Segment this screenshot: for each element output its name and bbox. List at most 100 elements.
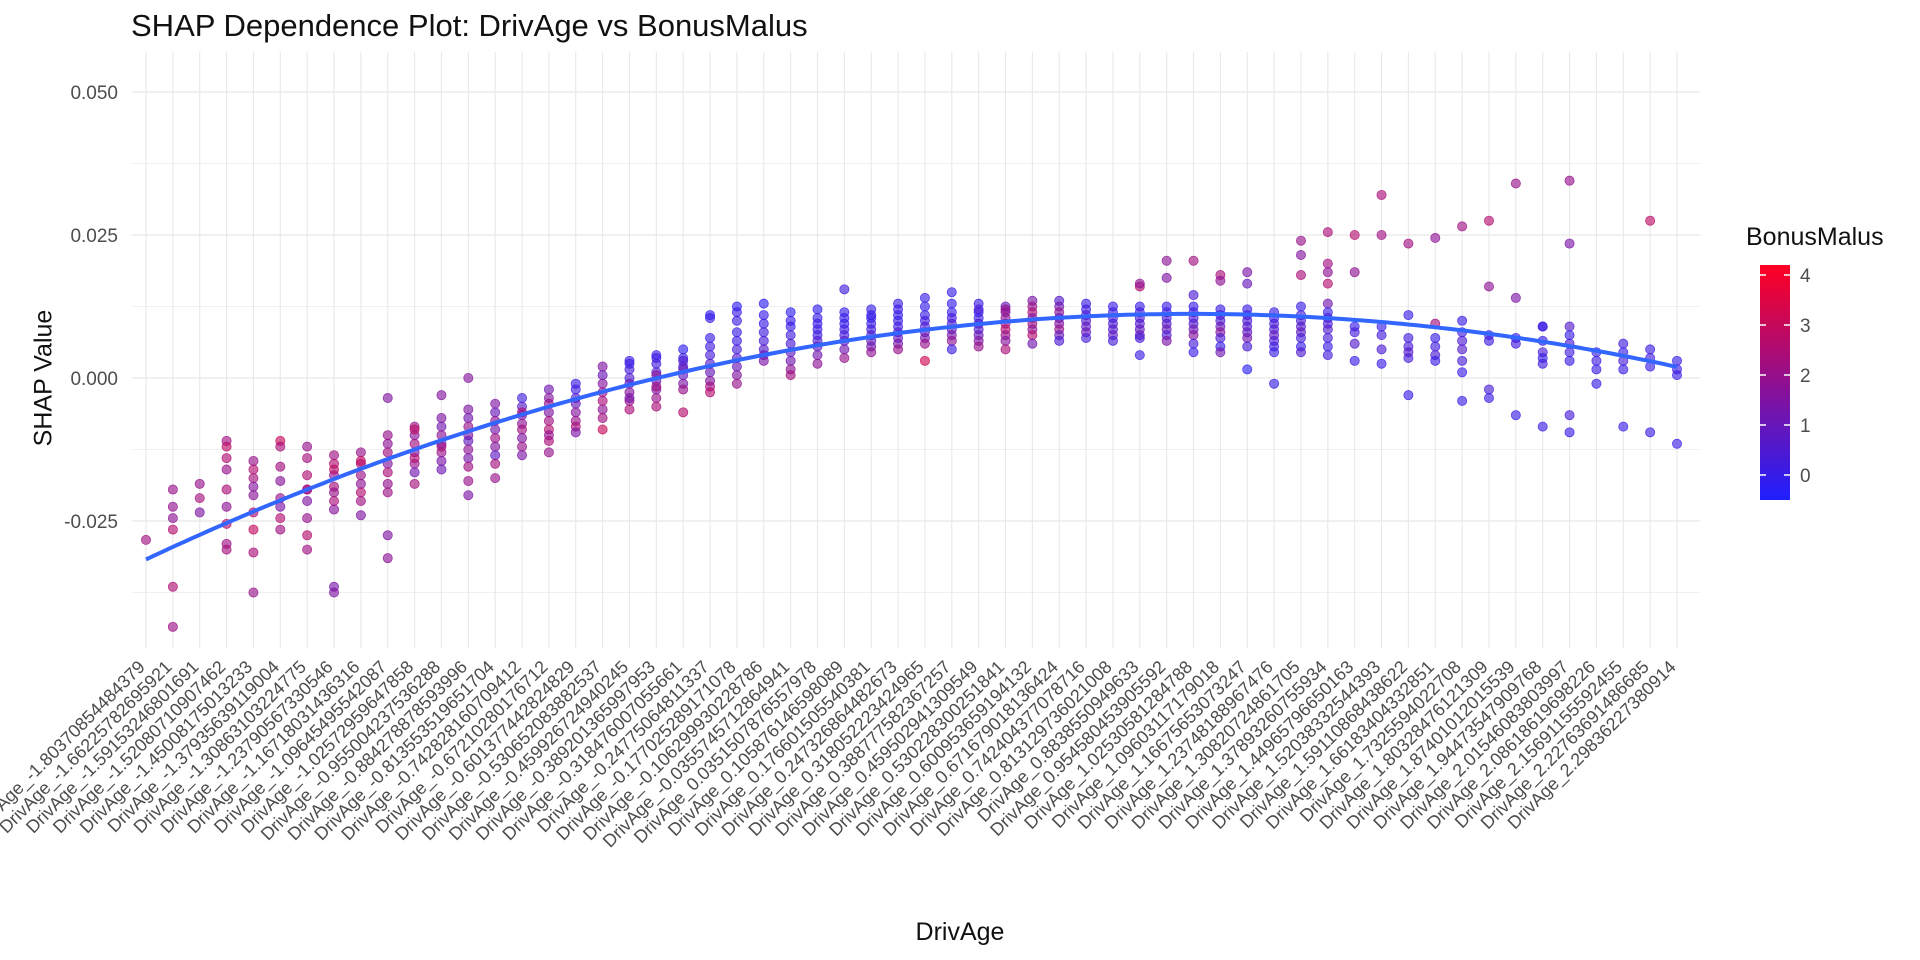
data-point bbox=[812, 350, 823, 361]
data-point bbox=[1403, 332, 1414, 343]
data-point bbox=[919, 355, 930, 366]
data-point bbox=[893, 304, 904, 315]
data-point bbox=[490, 450, 501, 461]
data-point bbox=[1537, 321, 1548, 332]
data-point bbox=[329, 450, 340, 461]
data-point bbox=[1349, 338, 1360, 349]
data-point bbox=[731, 361, 742, 372]
data-point bbox=[919, 301, 930, 312]
data-point bbox=[1242, 332, 1253, 343]
data-point bbox=[1430, 332, 1441, 343]
data-point bbox=[517, 433, 528, 444]
data-point bbox=[597, 424, 608, 435]
data-point bbox=[1672, 438, 1683, 449]
data-point bbox=[1322, 350, 1333, 361]
data-point bbox=[651, 401, 662, 412]
data-point bbox=[382, 447, 393, 458]
data-point bbox=[1376, 330, 1387, 341]
data-point bbox=[785, 330, 796, 341]
data-point bbox=[624, 404, 635, 415]
data-point bbox=[1161, 335, 1172, 346]
data-point bbox=[140, 534, 151, 545]
data-point bbox=[490, 424, 501, 435]
data-point bbox=[1483, 281, 1494, 292]
data-point bbox=[329, 587, 340, 598]
data-point bbox=[570, 384, 581, 395]
data-point bbox=[436, 413, 447, 424]
data-point bbox=[409, 467, 420, 478]
data-point bbox=[1618, 338, 1629, 349]
data-point bbox=[1564, 321, 1575, 332]
data-point bbox=[248, 490, 259, 501]
data-point bbox=[302, 470, 313, 481]
data-point bbox=[731, 315, 742, 326]
data-point bbox=[1564, 330, 1575, 341]
data-point bbox=[463, 475, 474, 486]
data-point bbox=[624, 358, 635, 369]
data-point bbox=[1483, 384, 1494, 395]
data-point bbox=[543, 384, 554, 395]
data-point bbox=[355, 478, 366, 489]
data-point bbox=[436, 390, 447, 401]
data-point bbox=[651, 352, 662, 363]
grid bbox=[132, 52, 1700, 648]
data-point bbox=[463, 453, 474, 464]
data-point bbox=[570, 407, 581, 418]
data-point bbox=[839, 352, 850, 363]
data-point bbox=[1269, 347, 1280, 358]
data-point bbox=[785, 355, 796, 366]
data-point bbox=[382, 430, 393, 441]
data-point bbox=[490, 398, 501, 409]
colorbar-tick-label: 4 bbox=[1800, 266, 1811, 287]
data-point bbox=[463, 435, 474, 446]
data-point bbox=[382, 467, 393, 478]
data-point bbox=[785, 315, 796, 326]
data-point bbox=[436, 464, 447, 475]
data-point bbox=[1483, 393, 1494, 404]
data-point bbox=[1349, 327, 1360, 338]
data-point bbox=[221, 453, 232, 464]
data-point bbox=[758, 327, 769, 338]
data-point bbox=[705, 387, 716, 398]
data-point bbox=[1510, 178, 1521, 189]
data-point bbox=[382, 487, 393, 498]
data-point bbox=[919, 292, 930, 303]
data-point bbox=[1322, 324, 1333, 335]
data-point bbox=[839, 284, 850, 295]
data-point bbox=[355, 487, 366, 498]
data-point bbox=[731, 327, 742, 338]
data-point bbox=[1295, 270, 1306, 281]
data-point bbox=[221, 501, 232, 512]
data-point bbox=[1483, 215, 1494, 226]
data-point bbox=[731, 370, 742, 381]
data-point bbox=[731, 344, 742, 355]
data-point bbox=[1161, 272, 1172, 283]
data-point bbox=[355, 495, 366, 506]
data-point bbox=[543, 447, 554, 458]
data-point bbox=[946, 344, 957, 355]
data-point bbox=[517, 450, 528, 461]
data-point bbox=[1645, 215, 1656, 226]
data-point bbox=[1188, 330, 1199, 341]
data-point bbox=[1564, 347, 1575, 358]
data-point bbox=[1322, 278, 1333, 289]
data-point bbox=[597, 395, 608, 406]
data-point bbox=[705, 367, 716, 378]
data-point bbox=[946, 287, 957, 298]
data-point bbox=[1349, 229, 1360, 240]
data-point bbox=[812, 312, 823, 323]
data-point bbox=[248, 481, 259, 492]
data-point bbox=[785, 338, 796, 349]
data-point bbox=[248, 587, 259, 598]
data-point bbox=[1295, 235, 1306, 246]
data-point bbox=[167, 621, 178, 632]
data-point bbox=[1134, 278, 1145, 289]
data-point bbox=[705, 341, 716, 352]
data-point bbox=[1376, 229, 1387, 240]
data-point bbox=[517, 441, 528, 452]
data-point bbox=[1618, 364, 1629, 375]
colorbar-tick-label: 2 bbox=[1800, 366, 1811, 387]
data-point bbox=[382, 393, 393, 404]
data-point bbox=[1430, 232, 1441, 243]
data-point bbox=[1269, 378, 1280, 389]
